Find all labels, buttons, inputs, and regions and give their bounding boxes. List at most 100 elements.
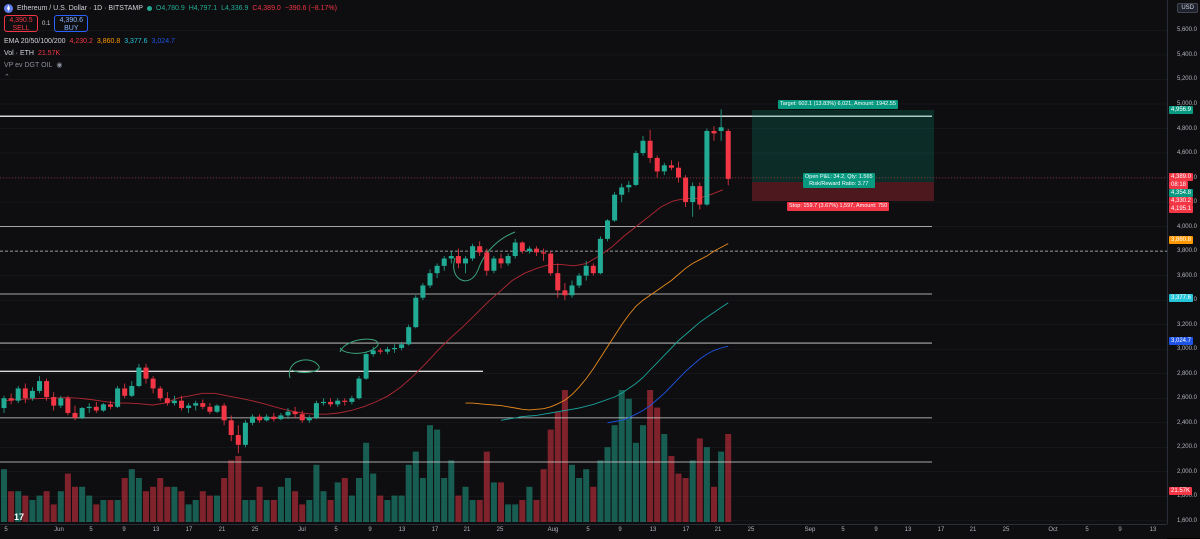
- symbol-title[interactable]: Ethereum / U.S. Dollar · 1D · BITSTAMP: [17, 5, 143, 12]
- price-axis[interactable]: USD 5,600.0 5,400.0 5,200.0 5,000.0 4,800.0 4…: [1167, 0, 1200, 524]
- time-tick-label: 17: [682, 527, 690, 533]
- volume-bar: [625, 398, 632, 522]
- volume-bar: [263, 500, 270, 522]
- position-stop-label[interactable]: Stop: 159.7 (3.67%) 1,597, Amount: 750: [787, 202, 890, 211]
- time-tick-label: Sep: [804, 527, 816, 533]
- candle-body: [413, 297, 419, 328]
- volume-bar: [356, 478, 362, 522]
- vp-legend[interactable]: VP ev DGT OIL ◉: [4, 61, 63, 70]
- candle-body: [363, 354, 369, 379]
- candle-body: [200, 403, 206, 407]
- price-tick-label: 3,200.0: [1176, 321, 1197, 328]
- position-open-pnl: Open P&L: 34.2, Qty: 1.565: [805, 174, 873, 180]
- buy-button[interactable]: 4,390.6 BUY: [54, 15, 89, 32]
- volume-bar: [171, 486, 178, 522]
- collapse-legend-button[interactable]: ⌃: [4, 73, 10, 81]
- volume-bar: [569, 464, 575, 522]
- currency-button[interactable]: USD: [1177, 3, 1198, 13]
- volume-bar: [554, 412, 561, 522]
- candle-body: [534, 248, 539, 253]
- candle-body: [512, 242, 518, 257]
- tradingview-logo-icon[interactable]: 17: [14, 512, 25, 522]
- time-tick-label: 13: [649, 527, 657, 533]
- volume-bar: [412, 451, 419, 522]
- candle-body: [100, 404, 106, 411]
- price-tick-label: 2,800.0: [1176, 370, 1197, 377]
- volume-bar: [178, 491, 185, 522]
- candle-body: [285, 411, 291, 416]
- ema-indicator-name[interactable]: EMA 20/50/100/200: [4, 38, 66, 45]
- candle-body: [399, 344, 405, 348]
- sell-button[interactable]: 4,390.5 SELL: [4, 15, 38, 32]
- candle-body: [647, 140, 653, 158]
- chart-pane[interactable]: Ethereum / U.S. Dollar · 1D · BITSTAMP O…: [0, 0, 1167, 524]
- volume-bar: [29, 500, 36, 522]
- time-tick-label: Jul: [298, 527, 306, 533]
- volume-legend[interactable]: Vol · ETH 21.57K: [4, 50, 60, 57]
- candle-body: [590, 265, 596, 274]
- trade-buttons: 4,390.5 SELL 0.1 4,390.6 BUY: [4, 15, 89, 32]
- candle-body: [548, 253, 554, 274]
- candle-body: [29, 390, 35, 399]
- time-tick-label: 21: [463, 527, 471, 533]
- vp-indicator-name[interactable]: VP ev DGT OIL: [4, 61, 53, 69]
- volume-bar: [8, 491, 15, 522]
- volume-bar: [192, 500, 199, 522]
- volume-bar: [221, 478, 228, 522]
- time-tick-label: 9: [368, 527, 372, 533]
- volume-bar: [50, 504, 57, 522]
- eye-icon[interactable]: ◉: [56, 62, 63, 69]
- candle-body: [605, 220, 610, 239]
- candle-body: [164, 398, 170, 404]
- volume-bar: [725, 434, 732, 522]
- candle-body: [136, 367, 142, 386]
- volume-bar: [143, 491, 149, 522]
- candle-body: [143, 367, 149, 379]
- time-tick-label: 25: [251, 527, 259, 533]
- volume-bar: [348, 495, 355, 522]
- candle-body: [15, 388, 21, 401]
- volume-indicator-name[interactable]: Vol · ETH: [4, 50, 34, 57]
- grid-lines: [0, 30, 1167, 522]
- volume-bar: [505, 504, 512, 522]
- volume-bar: [313, 464, 320, 522]
- time-axis[interactable]: 5 Jun 5 9 13 17 21 25 Jul 5 9 13 17 21 25 Aug 5 9 13 17 21 25…: [0, 524, 1167, 539]
- candle-body: [668, 165, 674, 168]
- ohlc-open: O4,780.9: [155, 5, 185, 12]
- volume-bar: [590, 486, 597, 522]
- sell-price: 4,390.5: [9, 17, 33, 24]
- candle-body: [583, 265, 589, 276]
- volume-bar: [107, 500, 114, 522]
- chart-canvas[interactable]: [0, 0, 1167, 524]
- candle-body: [242, 422, 248, 445]
- position-risk-reward: Risk/Reward Ratio: 3.77: [809, 180, 869, 187]
- volume-bar: [561, 390, 568, 522]
- time-tick-label: Jun: [54, 527, 64, 533]
- position-target-label[interactable]: Target: 602.1 (13.83%) 6,021, Amount: 19…: [778, 100, 898, 109]
- chevron-up-icon[interactable]: ⌃: [4, 74, 10, 81]
- buy-label: BUY: [64, 25, 79, 32]
- time-tick-label: 13: [1149, 527, 1157, 533]
- volume-bar: [583, 469, 590, 522]
- volume-bar: [618, 390, 625, 522]
- ema200-line: [607, 345, 729, 424]
- volume-bar: [441, 478, 448, 522]
- volume-bar: [256, 486, 263, 522]
- candle-body: [157, 388, 163, 399]
- candle-body: [690, 186, 696, 203]
- price-tick-label: 4,000.0: [1176, 223, 1197, 230]
- ema-legend[interactable]: EMA 20/50/100/200 4,230.2 3,860.8 3,377.…: [4, 38, 175, 45]
- volume-bars: [1, 390, 732, 522]
- position-open-label[interactable]: Open P&L: 34.2, Qty: 1.565 Risk/Reward R…: [803, 173, 875, 188]
- volume-bar: [72, 486, 78, 522]
- time-tick-label: 5: [89, 527, 93, 533]
- candle-body: [526, 248, 532, 252]
- candle-body: [491, 258, 497, 271]
- hand-drawings: [288, 231, 516, 379]
- symbol-legend[interactable]: Ethereum / U.S. Dollar · 1D · BITSTAMP O…: [4, 4, 337, 13]
- drawing-scribble-2: [339, 338, 379, 354]
- candle-body: [306, 417, 312, 421]
- sell-label: SELL: [12, 25, 30, 32]
- volume-bar: [469, 500, 476, 522]
- volume-bar: [696, 438, 703, 522]
